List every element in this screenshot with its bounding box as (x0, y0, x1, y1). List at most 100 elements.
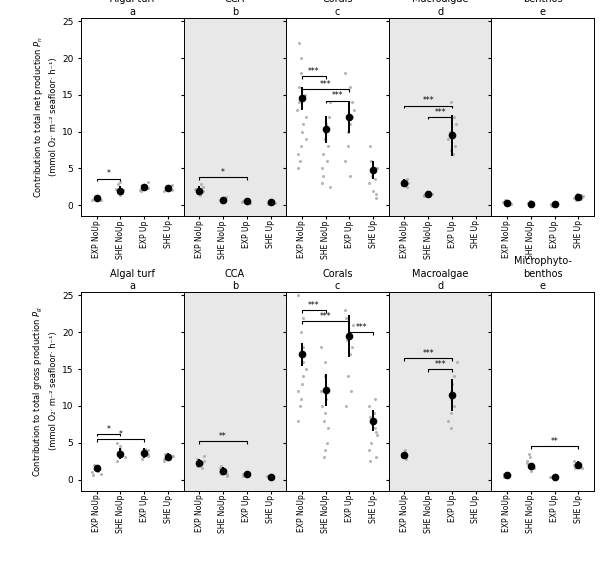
Point (499, 471, 508, 481)
Point (160, 449, 170, 458)
Point (547, 200, 556, 210)
Point (113, 447, 123, 456)
Text: ***: *** (308, 301, 319, 310)
Point (91, 194, 101, 203)
Point (96, 196, 106, 205)
Point (164, 182, 174, 191)
Point (449, 401, 459, 411)
Point (159, 454, 169, 464)
Point (506, 199, 515, 208)
Point (113, 449, 123, 458)
Point (297, 127, 307, 136)
Point (419, 190, 429, 200)
Point (118, 185, 128, 194)
Point (320, 134, 330, 144)
Point (143, 451, 152, 461)
Point (500, 470, 509, 479)
Point (238, 196, 248, 206)
Point (364, 179, 374, 188)
Point (215, 467, 225, 477)
Point (317, 164, 327, 173)
Text: *: * (107, 169, 110, 178)
Point (367, 157, 376, 166)
Point (424, 189, 433, 198)
Point (245, 196, 254, 205)
Point (571, 461, 580, 470)
Point (371, 190, 380, 199)
Point (295, 83, 304, 92)
Point (292, 105, 302, 114)
Point (299, 120, 308, 129)
Point (571, 464, 580, 473)
Point (295, 39, 304, 48)
Point (143, 178, 153, 187)
Point (322, 157, 332, 166)
Point (321, 120, 331, 129)
Point (316, 387, 326, 396)
Point (367, 168, 377, 177)
Point (320, 357, 329, 366)
Point (296, 328, 305, 337)
Point (112, 185, 121, 194)
Text: **: ** (219, 432, 227, 441)
Point (443, 134, 453, 144)
Point (528, 461, 538, 471)
Point (397, 180, 407, 189)
Point (501, 468, 511, 478)
Point (501, 472, 511, 481)
Point (267, 472, 277, 482)
Point (115, 187, 124, 197)
Point (296, 53, 306, 62)
Point (569, 193, 579, 203)
Point (572, 194, 582, 204)
Point (446, 394, 455, 403)
Point (218, 197, 228, 207)
Point (143, 446, 153, 455)
Point (325, 98, 335, 107)
Point (316, 342, 326, 352)
Point (137, 454, 147, 464)
Point (577, 463, 587, 472)
Point (452, 357, 461, 366)
Point (446, 145, 456, 155)
Point (347, 98, 356, 107)
Point (342, 335, 352, 345)
Point (239, 471, 248, 480)
Point (198, 186, 208, 195)
Point (296, 142, 305, 151)
Point (221, 193, 230, 202)
Point (193, 189, 203, 198)
Text: *: * (107, 425, 110, 433)
Point (551, 474, 561, 483)
Point (365, 142, 375, 151)
Point (301, 90, 310, 99)
Point (569, 457, 578, 466)
Title: Algal turf
a: Algal turf a (110, 269, 155, 291)
Point (525, 196, 535, 206)
Point (448, 149, 458, 158)
Title: Macroalgae
d: Macroalgae d (412, 269, 468, 291)
Point (446, 387, 456, 396)
Point (526, 466, 535, 475)
Point (241, 468, 251, 478)
Point (347, 342, 357, 352)
Point (296, 68, 305, 78)
Point (320, 372, 330, 381)
Point (317, 179, 326, 188)
Point (370, 394, 380, 403)
Title: Corals
c: Corals c (322, 0, 353, 17)
Point (94, 192, 103, 201)
Point (523, 199, 533, 208)
Point (320, 409, 329, 418)
Point (135, 185, 145, 194)
Point (88, 471, 98, 480)
Point (401, 177, 410, 186)
Point (527, 200, 536, 209)
Point (365, 412, 375, 422)
Point (245, 198, 255, 207)
Point (116, 178, 125, 187)
Point (266, 197, 276, 206)
Point (112, 438, 122, 447)
Point (371, 423, 380, 433)
Point (88, 195, 97, 204)
